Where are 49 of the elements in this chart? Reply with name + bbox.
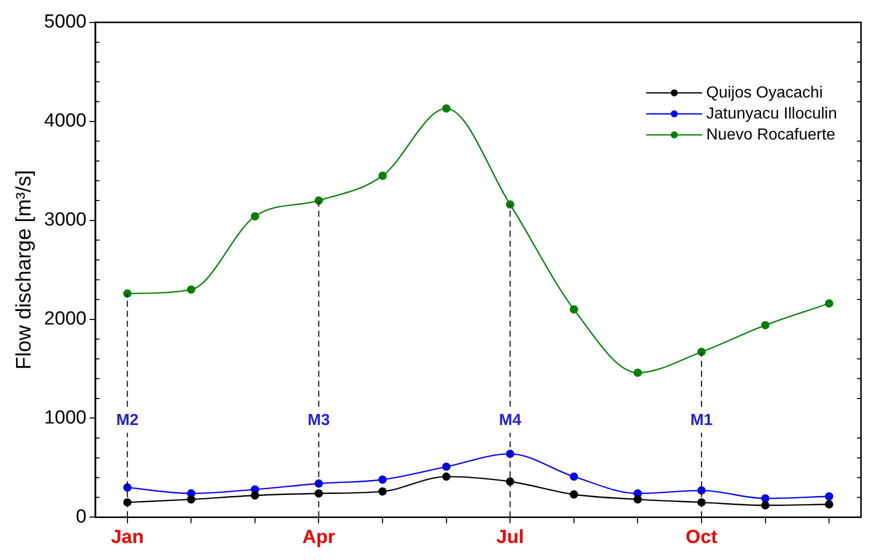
ref-line-label: M3 [308, 412, 330, 430]
point [761, 494, 770, 503]
x-tick-label: Apr [302, 526, 336, 548]
point [123, 498, 132, 507]
point [761, 501, 770, 510]
point [314, 489, 323, 498]
ref-line-label: M2 [116, 412, 139, 430]
point [570, 472, 578, 481]
y-tick-label: 1000 [44, 407, 86, 428]
point [187, 495, 196, 504]
point [570, 490, 578, 499]
x-tick-label: Jan [110, 526, 144, 548]
point [634, 495, 642, 504]
point [250, 491, 260, 500]
point [187, 285, 196, 294]
point [634, 368, 642, 377]
point [824, 500, 834, 508]
point [697, 348, 706, 356]
y-tick-label: 4000 [44, 110, 86, 132]
point [314, 196, 323, 205]
legend-label: Quijos Oyacachi [706, 84, 823, 102]
point [378, 172, 387, 180]
point [378, 487, 387, 496]
y-tick-label: 5000 [44, 12, 86, 33]
legend-label: Nuevo Rocafuerte [706, 126, 836, 144]
y-tick-label: 0 [76, 506, 86, 528]
x-tick-label: Oct [686, 526, 718, 548]
x-tick-label: Jul [496, 526, 524, 548]
point [761, 321, 770, 330]
point [697, 486, 706, 495]
y-axis-title: Flow discharge [m³/s] [12, 170, 36, 370]
point [824, 492, 834, 501]
point [442, 462, 450, 471]
point [442, 472, 450, 481]
point [123, 483, 132, 492]
ref-line-label: M4 [499, 412, 522, 430]
point [378, 475, 387, 484]
y-tick-label: 2000 [44, 308, 86, 330]
point [824, 299, 834, 308]
point [123, 289, 132, 298]
point [570, 305, 578, 314]
point [442, 104, 450, 113]
point [697, 498, 706, 507]
ref-line-label: M1 [690, 412, 713, 430]
y-tick-label: 3000 [44, 210, 86, 231]
point [506, 477, 514, 486]
legend-label: Jatunyacu Illoculin [706, 105, 838, 122]
point [506, 200, 514, 209]
point [250, 212, 260, 221]
